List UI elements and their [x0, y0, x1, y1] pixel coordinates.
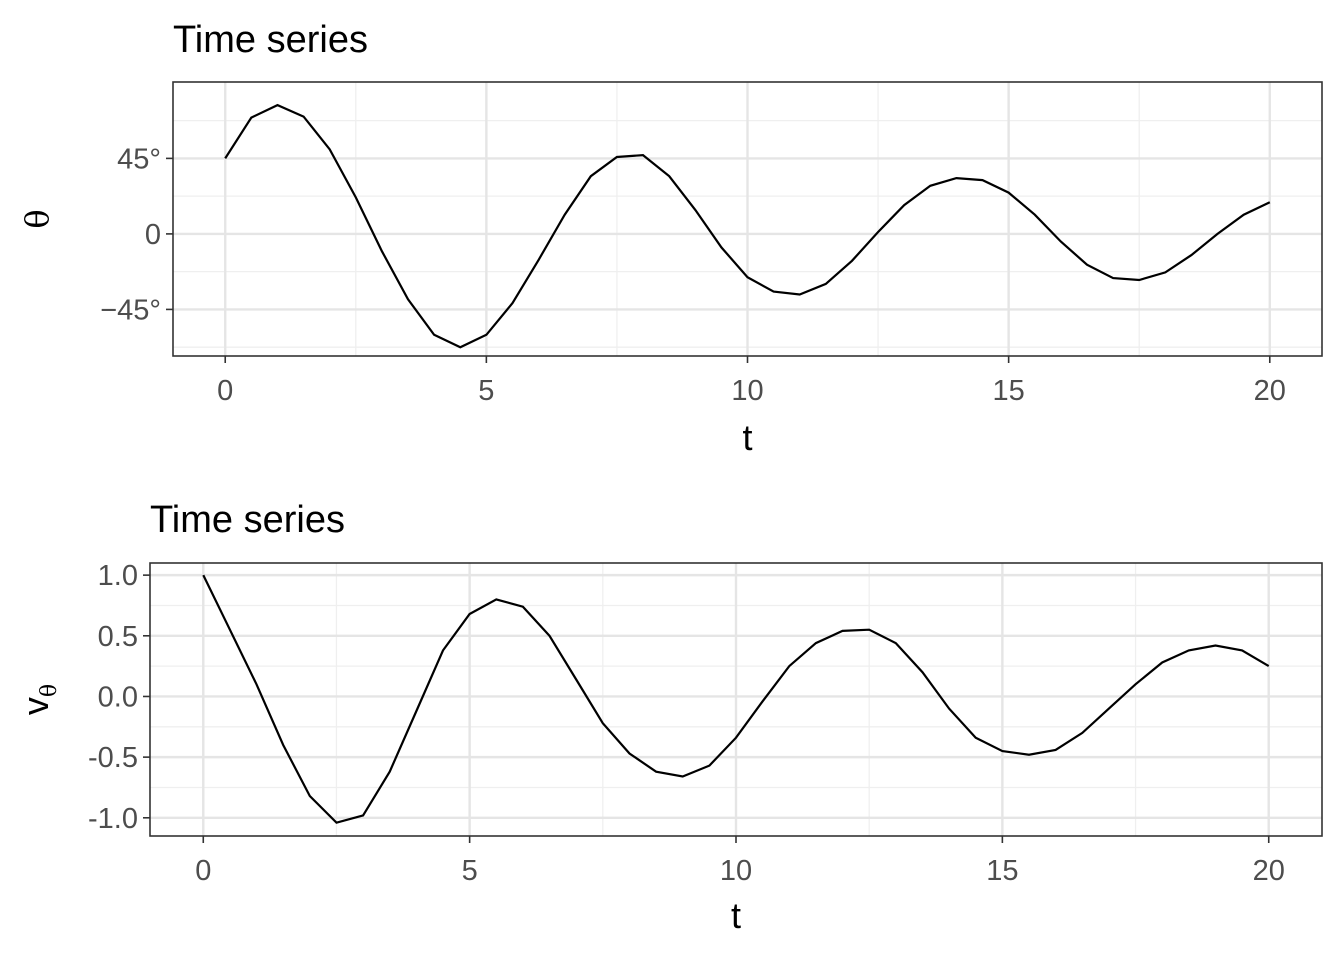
- x-tick-label: 15: [993, 375, 1025, 407]
- y-axis-label: θ: [18, 209, 56, 228]
- y-axis-label-main: θ: [18, 209, 56, 228]
- x-axis-label: t: [731, 895, 741, 936]
- y-tick-label: -0.5: [88, 742, 138, 774]
- x-tick-label: 20: [1254, 375, 1286, 407]
- y-tick-label: 0: [145, 219, 161, 251]
- y-tick-label: 45°: [117, 143, 161, 175]
- x-tick-label: 0: [195, 855, 211, 887]
- theta-time-series-panel: Time series 0 5 10 15 20 −45° 0 45° t θ: [18, 19, 1323, 458]
- chart-title: Time series: [150, 499, 345, 541]
- y-axis-label-main: v: [15, 697, 56, 715]
- x-tick-label: 10: [720, 855, 752, 887]
- x-axis-label: t: [742, 417, 752, 458]
- x-tick-label: 5: [462, 855, 478, 887]
- y-axis-label-subscript: θ: [37, 684, 62, 697]
- x-tick-label: 15: [986, 855, 1018, 887]
- y-tick-label: -1.0: [88, 803, 138, 835]
- x-tick-label: 5: [478, 375, 494, 407]
- chart-title: Time series: [173, 19, 368, 61]
- y-axis-label: vθ: [15, 684, 62, 715]
- grid: [173, 82, 1322, 356]
- velocity-time-series-panel: Time series 0 5 10 15 20 -1.0 -0.5 0.0 0.5 1.0 t vθ: [15, 499, 1323, 936]
- y-tick-label: 1.0: [98, 560, 138, 592]
- y-tick-label: −45°: [100, 294, 161, 326]
- x-tick-label: 0: [217, 375, 233, 407]
- x-tick-label: 10: [731, 375, 763, 407]
- y-tick-label: 0.5: [98, 621, 138, 653]
- series-line-0: [224, 103, 1271, 349]
- grid: [150, 563, 1322, 836]
- series-line-0: [202, 574, 1270, 824]
- y-tick-label: 0.0: [98, 681, 138, 713]
- x-tick-label: 20: [1253, 855, 1285, 887]
